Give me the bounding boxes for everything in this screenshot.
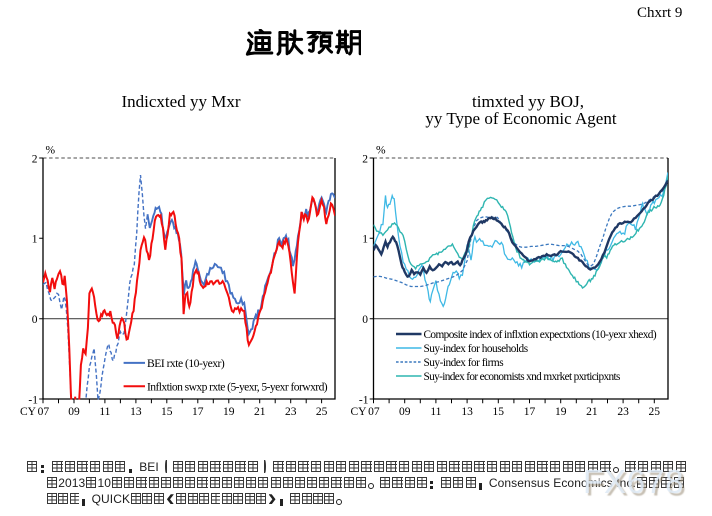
svg-text:23: 23 xyxy=(285,406,297,418)
svg-text:21: 21 xyxy=(586,406,598,418)
svg-text:Suy-index for firms: Suy-index for firms xyxy=(424,357,504,369)
svg-text:CY: CY xyxy=(20,406,37,418)
svg-text:%: % xyxy=(376,145,386,157)
svg-text:CY: CY xyxy=(351,406,368,418)
svg-text:23: 23 xyxy=(617,406,629,418)
svg-text:25: 25 xyxy=(316,406,328,418)
svg-text:-1: -1 xyxy=(359,394,369,406)
svg-text:07: 07 xyxy=(38,406,50,418)
svg-text:09: 09 xyxy=(68,406,80,418)
svg-text:2: 2 xyxy=(362,153,368,165)
svg-text:17: 17 xyxy=(192,406,204,418)
svg-text:13: 13 xyxy=(130,406,142,418)
svg-text:17: 17 xyxy=(524,406,536,418)
svg-text:Suy-index for economists xnd m: Suy-index for economists xnd mxrket pxrt… xyxy=(424,371,621,383)
svg-text:2: 2 xyxy=(32,153,38,165)
svg-text:%: % xyxy=(46,145,56,157)
svg-text:11: 11 xyxy=(99,406,110,418)
svg-text:Inflxtion swxp rxte (5-yexr, 5: Inflxtion swxp rxte (5-yexr, 5-yexr forw… xyxy=(147,381,328,394)
svg-text:Composite index of inflxtion e: Composite index of inflxtion expectxtion… xyxy=(424,329,657,341)
svg-text:13: 13 xyxy=(461,406,473,418)
svg-text:15: 15 xyxy=(493,406,505,418)
svg-text:-1: -1 xyxy=(28,394,38,406)
svg-text:21: 21 xyxy=(254,406,266,418)
svg-text:09: 09 xyxy=(399,406,411,418)
svg-text:1: 1 xyxy=(362,234,368,246)
svg-text:Suy-index for households: Suy-index for households xyxy=(424,343,528,355)
svg-text:11: 11 xyxy=(430,406,441,418)
svg-text:07: 07 xyxy=(368,406,380,418)
svg-text:BEI rxte (10-yexr): BEI rxte (10-yexr) xyxy=(147,357,225,370)
svg-text:15: 15 xyxy=(161,406,173,418)
svg-text:0: 0 xyxy=(32,314,38,326)
svg-text:19: 19 xyxy=(555,406,567,418)
svg-text:19: 19 xyxy=(223,406,235,418)
svg-text:0: 0 xyxy=(362,314,368,326)
svg-text:1: 1 xyxy=(32,234,38,246)
svg-text:25: 25 xyxy=(649,406,661,418)
